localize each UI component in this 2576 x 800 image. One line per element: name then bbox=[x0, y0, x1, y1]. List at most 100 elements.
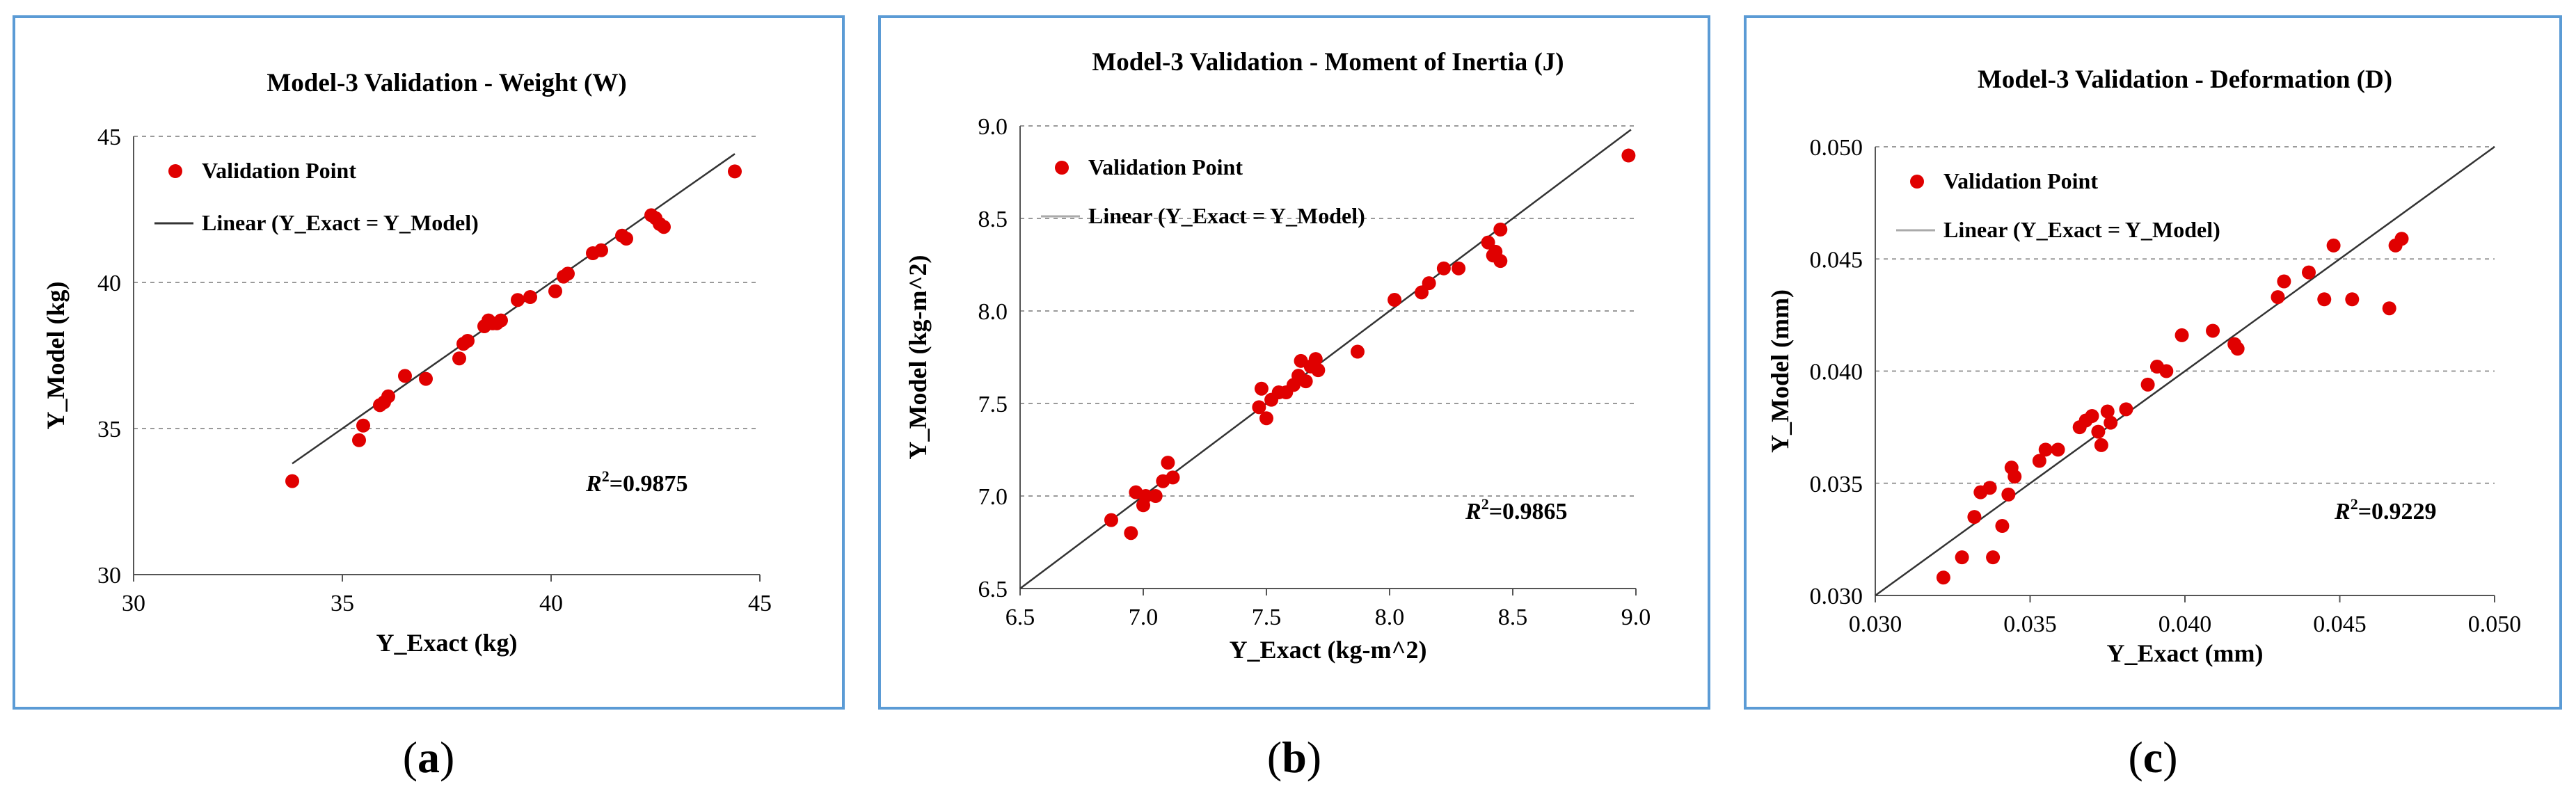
legend-label-line: Linear (Y_Exact = Y_Model) bbox=[1088, 203, 1365, 228]
data-point bbox=[2317, 292, 2332, 307]
chart-panel-b: Model-3 Validation - Moment of Inertia (… bbox=[878, 15, 1710, 710]
r-squared-value: =0.9865 bbox=[1489, 499, 1568, 525]
subfigure-label-c: (c) bbox=[2128, 733, 2178, 782]
y-tick-label: 35 bbox=[97, 417, 121, 442]
data-point bbox=[1493, 222, 1508, 237]
legend-label-points: Validation Point bbox=[202, 158, 356, 183]
data-point bbox=[2091, 424, 2106, 439]
data-point bbox=[1982, 481, 1997, 495]
chart-svg-c: Model-3 Validation - Deformation (D) 0.03… bbox=[1766, 65, 2522, 667]
data-point bbox=[2140, 377, 2155, 392]
y-tick-label: 0.040 bbox=[1810, 360, 1863, 385]
y-tick-label: 45 bbox=[97, 125, 121, 150]
data-point bbox=[2394, 232, 2409, 246]
data-point bbox=[381, 389, 395, 403]
data-point bbox=[419, 371, 433, 386]
data-point bbox=[1936, 570, 1950, 585]
x-tick-label: 8.0 bbox=[1375, 605, 1405, 630]
data-point bbox=[2326, 238, 2341, 253]
chart-title: Model-3 Validation - Weight (W) bbox=[267, 69, 626, 97]
data-point bbox=[2119, 402, 2133, 417]
data-point bbox=[1481, 235, 1495, 250]
x-axis-label: Y_Exact (mm) bbox=[2107, 639, 2264, 667]
data-point bbox=[1298, 374, 1313, 389]
x-tick-label: 7.5 bbox=[1252, 605, 1282, 630]
x-tick-label: 9.0 bbox=[1621, 605, 1651, 630]
x-tick-label: 7.0 bbox=[1129, 605, 1159, 630]
legend-label-points: Validation Point bbox=[1088, 154, 1243, 179]
data-point bbox=[594, 243, 608, 257]
data-point bbox=[2382, 301, 2396, 316]
x-tick-label: 0.050 bbox=[2468, 611, 2522, 637]
r-squared-value: =0.9875 bbox=[610, 471, 688, 497]
data-point bbox=[619, 232, 633, 246]
y-tick-label: 8.0 bbox=[978, 299, 1008, 325]
x-tick-label: 35 bbox=[331, 591, 354, 616]
data-point bbox=[1104, 513, 1118, 527]
data-point bbox=[2032, 454, 2046, 468]
data-point bbox=[2100, 404, 2115, 419]
data-point bbox=[2277, 274, 2291, 289]
x-tick-label: 8.5 bbox=[1498, 605, 1528, 630]
y-axis-label: Y_Model (kg-m^2) bbox=[904, 255, 932, 460]
data-point bbox=[1415, 285, 1429, 300]
data-point bbox=[1254, 381, 1269, 396]
x-tick-label: 0.030 bbox=[1849, 611, 1902, 637]
data-point bbox=[561, 266, 575, 281]
data-point bbox=[548, 284, 562, 298]
data-point bbox=[1311, 363, 1326, 378]
x-tick-label: 0.045 bbox=[2313, 611, 2367, 637]
data-point bbox=[461, 334, 475, 348]
data-point bbox=[2085, 409, 2099, 423]
data-point bbox=[2271, 290, 2285, 305]
x-tick-label: 6.5 bbox=[1005, 605, 1035, 630]
y-tick-label: 7.5 bbox=[978, 392, 1008, 417]
legend-marker-points bbox=[168, 164, 182, 178]
data-point bbox=[356, 418, 370, 433]
data-point bbox=[2206, 323, 2220, 338]
data-point bbox=[1350, 344, 1365, 359]
data-point bbox=[1252, 400, 1266, 415]
y-tick-label: 6.5 bbox=[978, 577, 1008, 602]
chart-panel-a: Model-3 Validation - Weight (W) 30 35 40 45 3… bbox=[13, 15, 845, 710]
data-point bbox=[452, 351, 466, 366]
data-point bbox=[2159, 364, 2174, 378]
data-point bbox=[1995, 519, 2010, 534]
x-axis-label: Y_Exact (kg-m^2) bbox=[1230, 636, 1427, 664]
data-point bbox=[1621, 148, 1636, 163]
data-point bbox=[2001, 487, 2016, 502]
x-tick-label: 40 bbox=[539, 591, 563, 616]
data-point bbox=[2094, 438, 2108, 452]
chart-panel-c: Model-3 Validation - Deformation (D) 0.03… bbox=[1744, 15, 2562, 710]
data-point bbox=[2345, 292, 2360, 307]
r-squared-annotation: R2=0.9229 bbox=[2334, 495, 2437, 525]
subfigure-label-b: (b) bbox=[1266, 733, 1322, 782]
data-point bbox=[2302, 265, 2316, 280]
data-point bbox=[728, 164, 742, 179]
data-point bbox=[1308, 352, 1323, 367]
data-point bbox=[511, 293, 525, 307]
r-squared-superscript: 2 bbox=[1481, 495, 1489, 513]
r-squared-symbol: R bbox=[2334, 499, 2351, 525]
y-axis-label: Y_Model (mm) bbox=[1766, 289, 1794, 453]
legend-label-points: Validation Point bbox=[1943, 168, 2098, 193]
chart-title: Model-3 Validation - Moment of Inertia (… bbox=[1092, 48, 1564, 77]
data-point bbox=[1955, 550, 1969, 565]
r-squared-annotation: R2=0.9865 bbox=[1465, 495, 1568, 525]
data-point bbox=[1452, 261, 1466, 275]
data-point bbox=[1422, 276, 1436, 291]
data-point bbox=[1986, 550, 2001, 565]
x-tick-label: 0.035 bbox=[2003, 611, 2057, 637]
x-tick-label: 45 bbox=[748, 591, 772, 616]
x-tick-label: 0.040 bbox=[2158, 611, 2212, 637]
subfigure-label-a: (a) bbox=[402, 733, 455, 782]
r-squared-symbol: R bbox=[585, 471, 602, 497]
r-squared-superscript: 2 bbox=[602, 467, 610, 485]
data-point bbox=[285, 474, 299, 488]
r-squared-superscript: 2 bbox=[2351, 495, 2358, 513]
data-point bbox=[2230, 342, 2245, 356]
y-tick-label: 40 bbox=[97, 271, 121, 296]
legend-label-line: Linear (Y_Exact = Y_Model) bbox=[1943, 217, 2220, 242]
data-point bbox=[2038, 442, 2053, 457]
y-tick-label: 0.035 bbox=[1810, 472, 1863, 497]
